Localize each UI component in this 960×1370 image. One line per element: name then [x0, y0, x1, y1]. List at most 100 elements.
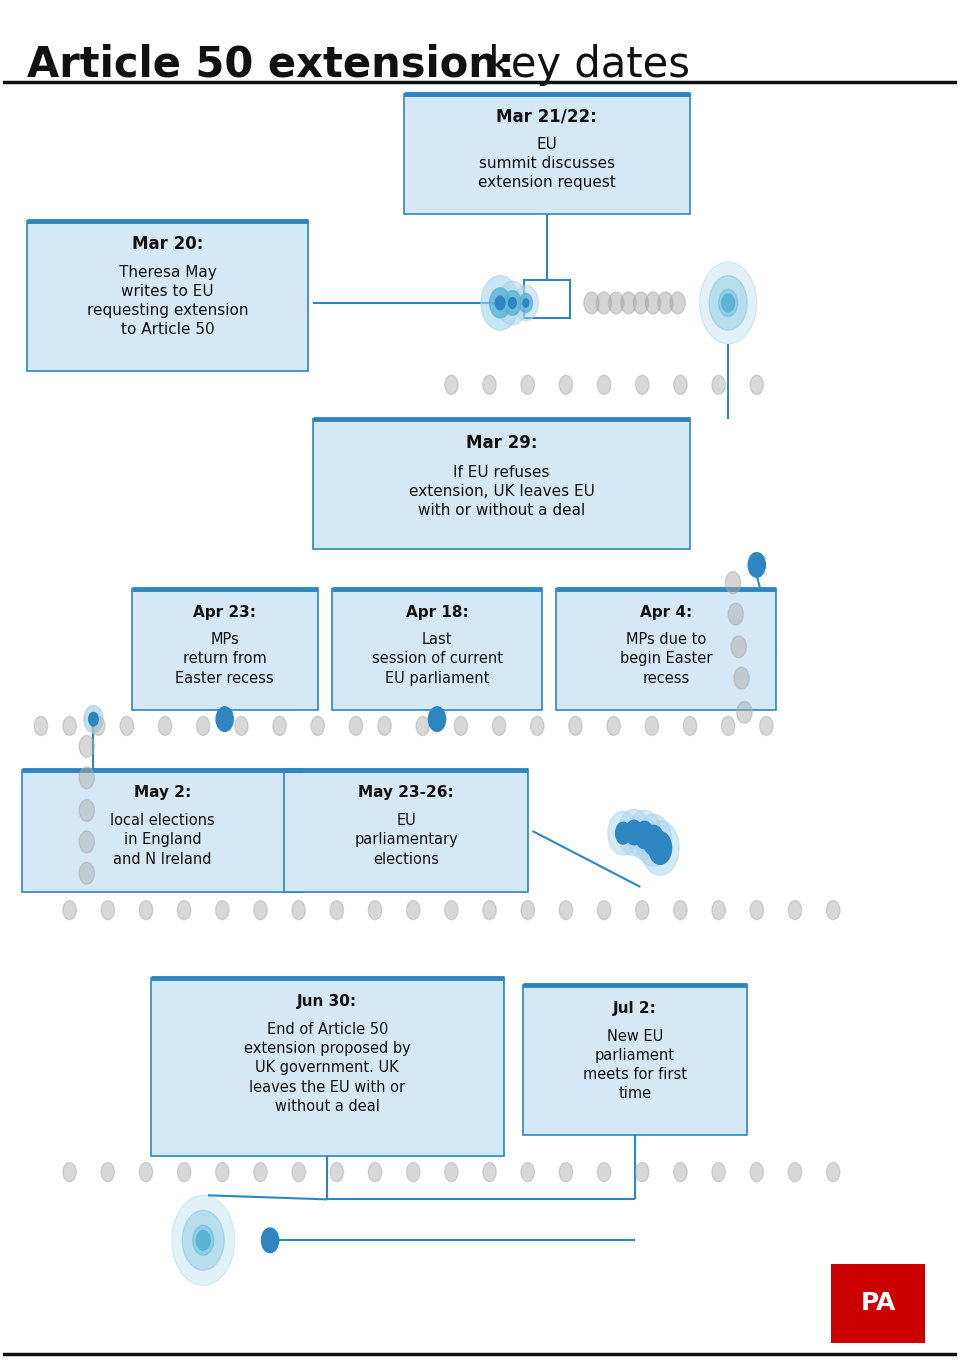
Circle shape: [521, 375, 535, 395]
Circle shape: [621, 292, 636, 314]
Circle shape: [521, 1163, 535, 1182]
Circle shape: [63, 900, 76, 919]
Circle shape: [618, 810, 650, 856]
Circle shape: [483, 900, 496, 919]
Text: MPs
return from
Easter recess: MPs return from Easter recess: [176, 632, 274, 685]
Circle shape: [172, 1195, 234, 1285]
Circle shape: [253, 900, 267, 919]
Circle shape: [584, 292, 599, 314]
Circle shape: [454, 717, 468, 736]
Circle shape: [531, 717, 544, 736]
Circle shape: [750, 900, 763, 919]
Circle shape: [788, 1163, 802, 1182]
Text: Apr 4:: Apr 4:: [640, 604, 692, 619]
Circle shape: [495, 296, 505, 310]
Circle shape: [674, 1163, 687, 1182]
Circle shape: [636, 1163, 649, 1182]
Circle shape: [216, 1163, 229, 1182]
Circle shape: [726, 571, 740, 593]
FancyBboxPatch shape: [403, 95, 690, 214]
Text: End of Article 50
extension proposed by
UK government. UK
leaves the EU with or
: End of Article 50 extension proposed by …: [244, 1022, 411, 1114]
Circle shape: [273, 717, 286, 736]
Circle shape: [261, 1228, 278, 1252]
Circle shape: [139, 900, 153, 919]
Circle shape: [514, 285, 539, 321]
Circle shape: [330, 1163, 344, 1182]
Circle shape: [234, 717, 248, 736]
Text: Apr 18:: Apr 18:: [406, 604, 468, 619]
Circle shape: [193, 1225, 214, 1255]
Circle shape: [481, 275, 519, 330]
Circle shape: [615, 822, 631, 844]
Text: Mar 21/22:: Mar 21/22:: [496, 108, 597, 126]
Circle shape: [719, 289, 737, 316]
Text: local elections
in England
and N Ireland: local elections in England and N Ireland: [110, 814, 215, 867]
Circle shape: [79, 862, 94, 884]
Circle shape: [490, 288, 511, 318]
Circle shape: [709, 275, 747, 330]
Circle shape: [728, 603, 743, 625]
Circle shape: [497, 281, 528, 325]
Circle shape: [568, 717, 582, 736]
Circle shape: [63, 1163, 76, 1182]
Circle shape: [560, 375, 572, 395]
Text: MPs due to
begin Easter
recess: MPs due to begin Easter recess: [620, 632, 712, 685]
Circle shape: [444, 1163, 458, 1182]
Circle shape: [197, 717, 210, 736]
Circle shape: [627, 811, 661, 859]
Circle shape: [79, 736, 94, 758]
Circle shape: [827, 900, 840, 919]
Circle shape: [636, 375, 649, 395]
Circle shape: [63, 717, 76, 736]
Circle shape: [748, 552, 765, 577]
Circle shape: [521, 900, 535, 919]
Circle shape: [182, 1210, 225, 1270]
Circle shape: [700, 262, 756, 344]
Circle shape: [91, 717, 105, 736]
FancyBboxPatch shape: [831, 1263, 924, 1343]
Circle shape: [759, 717, 773, 736]
Circle shape: [79, 832, 94, 854]
Text: key dates: key dates: [475, 44, 690, 86]
Circle shape: [736, 701, 752, 723]
Circle shape: [504, 290, 521, 315]
Circle shape: [292, 900, 305, 919]
FancyBboxPatch shape: [523, 985, 747, 1136]
Circle shape: [750, 1163, 763, 1182]
Text: Apr 23:: Apr 23:: [193, 604, 256, 619]
FancyBboxPatch shape: [557, 589, 776, 710]
Circle shape: [444, 900, 458, 919]
Circle shape: [597, 375, 611, 395]
Circle shape: [523, 299, 529, 307]
Circle shape: [178, 1163, 191, 1182]
Bar: [524, 279, 569, 318]
Circle shape: [609, 292, 624, 314]
Circle shape: [645, 292, 660, 314]
Circle shape: [658, 292, 673, 314]
Circle shape: [643, 825, 664, 855]
Text: Article 50 extension:: Article 50 extension:: [27, 44, 515, 86]
Circle shape: [158, 717, 172, 736]
Circle shape: [712, 900, 726, 919]
Circle shape: [216, 707, 233, 732]
Circle shape: [428, 707, 445, 732]
Circle shape: [635, 822, 654, 848]
Circle shape: [788, 900, 802, 919]
Text: If EU refuses
extension, UK leaves EU
with or without a deal: If EU refuses extension, UK leaves EU wi…: [409, 464, 594, 518]
Circle shape: [369, 1163, 382, 1182]
Circle shape: [636, 814, 672, 866]
Text: New EU
parliament
meets for first
time: New EU parliament meets for first time: [583, 1029, 687, 1101]
Text: May 2:: May 2:: [134, 785, 191, 800]
Circle shape: [406, 1163, 420, 1182]
Circle shape: [79, 800, 94, 822]
Circle shape: [444, 375, 458, 395]
Circle shape: [35, 717, 48, 736]
Circle shape: [406, 900, 420, 919]
Circle shape: [196, 1230, 210, 1251]
Circle shape: [349, 717, 363, 736]
Text: May 23-26:: May 23-26:: [358, 785, 454, 800]
Circle shape: [684, 717, 697, 736]
Circle shape: [311, 717, 324, 736]
Circle shape: [292, 1163, 305, 1182]
Circle shape: [596, 292, 612, 314]
